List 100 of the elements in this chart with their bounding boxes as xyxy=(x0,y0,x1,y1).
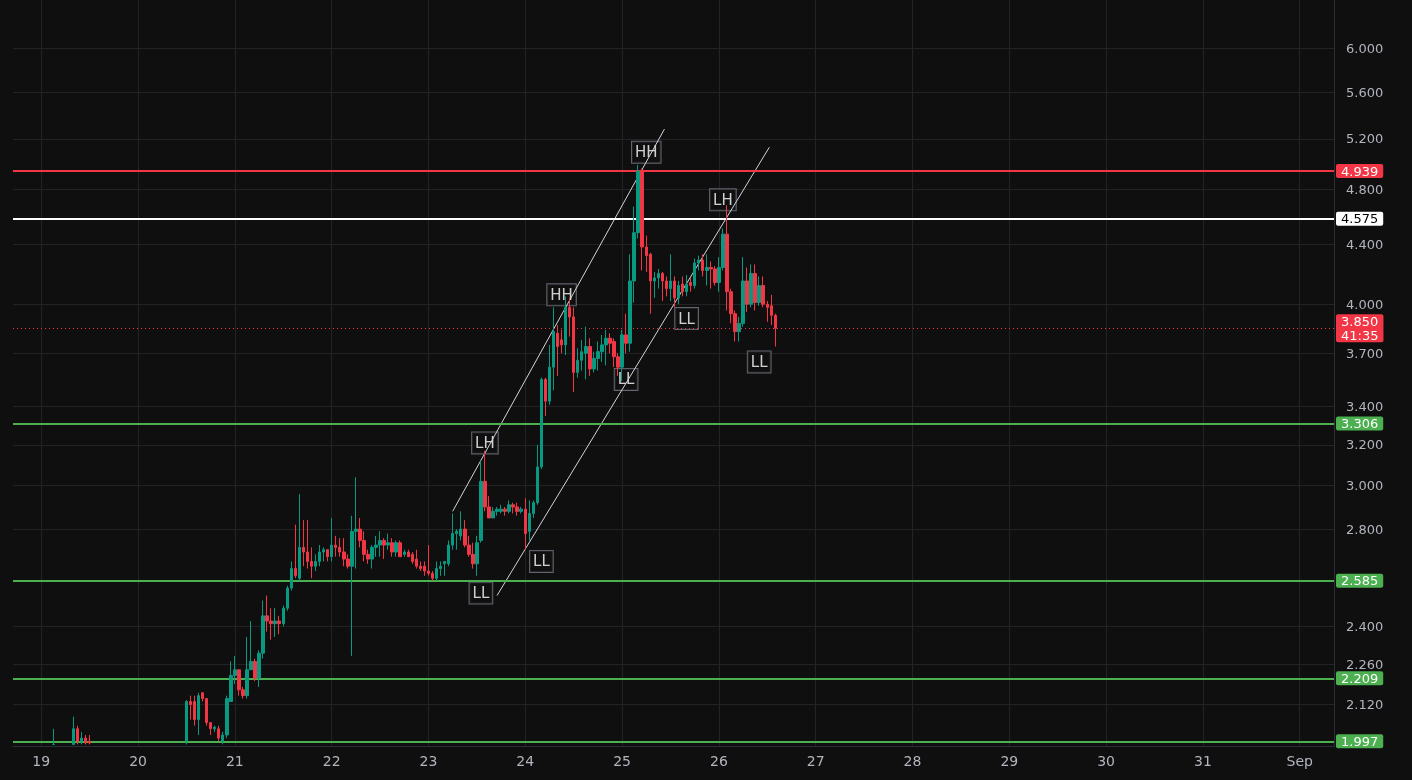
candlestick xyxy=(556,324,559,377)
candlestick xyxy=(439,560,442,577)
x-tick-label: 29 xyxy=(1000,753,1019,769)
annotation: LH xyxy=(713,190,733,209)
annotation: LL xyxy=(472,584,490,603)
candlestick xyxy=(661,271,664,302)
candlestick xyxy=(302,519,305,567)
y-tick-label: 4.800 xyxy=(1346,181,1384,197)
candlestick xyxy=(326,549,329,562)
candlestick xyxy=(382,537,386,560)
x-tick-label: 26 xyxy=(709,753,728,769)
y-tick-label: 2.400 xyxy=(1346,618,1384,634)
candlestick xyxy=(217,725,220,742)
y-tick-label: 2.800 xyxy=(1346,521,1384,537)
candlestick xyxy=(677,280,680,305)
annotation: LL xyxy=(750,352,769,371)
candlestick xyxy=(277,615,281,635)
candlestick xyxy=(528,499,531,541)
candlestick xyxy=(584,326,588,380)
candlestick xyxy=(519,506,523,515)
candlestick xyxy=(685,274,688,297)
x-tick-label: 27 xyxy=(806,753,825,769)
candlestick xyxy=(294,524,297,579)
candlestick xyxy=(753,263,757,312)
ref-line-label: 2.585 xyxy=(1341,573,1379,589)
candlestick xyxy=(298,493,301,582)
y-tick-label: 2.260 xyxy=(1346,656,1384,672)
x-tick-label: 23 xyxy=(419,753,438,769)
candlestick xyxy=(435,560,438,582)
candlestick xyxy=(745,266,749,313)
candlestick xyxy=(701,253,704,277)
candlestick xyxy=(653,271,656,299)
candlestick xyxy=(588,337,592,377)
candlestick xyxy=(398,539,402,558)
x-tick-label: 24 xyxy=(516,753,535,769)
candlestick xyxy=(713,265,717,287)
candlestick xyxy=(499,504,503,515)
candlestick xyxy=(681,275,684,297)
candlestick xyxy=(185,699,188,745)
candlestick xyxy=(334,535,337,558)
y-tick-label: 3.200 xyxy=(1346,437,1384,453)
ref-line-label: 3.306 xyxy=(1341,416,1379,432)
ref-line-label: 4.575 xyxy=(1341,211,1379,227)
candlestick xyxy=(515,502,519,517)
x-tick-label: 31 xyxy=(1193,753,1212,769)
candlestick xyxy=(318,544,321,567)
y-tick-label: 4.400 xyxy=(1346,236,1384,252)
ref-line-label: 1.997 xyxy=(1341,733,1379,749)
candlestick xyxy=(673,275,676,308)
candlestick xyxy=(689,277,692,293)
candlestick xyxy=(330,517,333,562)
x-tick-label: 30 xyxy=(1097,753,1116,769)
candlestick xyxy=(386,533,390,551)
ref-line-label: 4.939 xyxy=(1341,163,1379,179)
candlestick xyxy=(427,544,430,577)
candlestick xyxy=(495,506,499,517)
candlestick xyxy=(411,551,414,565)
y-tick-label: 5.600 xyxy=(1346,84,1384,100)
candlestick xyxy=(253,658,257,682)
x-tick-label: 20 xyxy=(129,753,147,769)
candlestick xyxy=(394,539,398,558)
y-tick-label: 6.000 xyxy=(1346,41,1384,57)
candlestick xyxy=(507,499,511,515)
candlestick xyxy=(193,695,196,727)
candlestick xyxy=(415,549,418,570)
candlestick xyxy=(757,275,761,307)
candlestick xyxy=(273,607,277,638)
ref-line-label: 3.850 41:35 xyxy=(1341,313,1379,343)
annotation: LL xyxy=(678,309,696,328)
candlestick xyxy=(665,275,668,297)
candlestick xyxy=(705,253,709,287)
candlestick xyxy=(709,261,713,290)
candlestick xyxy=(237,669,241,697)
ref-line-label: 2.209 xyxy=(1341,670,1379,686)
y-tick-label: 3.400 xyxy=(1346,399,1384,415)
y-tick-label: 3.700 xyxy=(1346,345,1384,361)
candlestick xyxy=(693,258,696,290)
candlestick xyxy=(491,506,495,519)
x-tick-label: Sep xyxy=(1286,753,1314,769)
x-tick-label: 28 xyxy=(903,753,922,769)
candlestick xyxy=(544,377,547,417)
x-tick-label: 25 xyxy=(613,753,631,769)
y-tick-label: 2.120 xyxy=(1346,697,1384,713)
annotation: LL xyxy=(533,552,551,571)
candlestick xyxy=(378,530,382,558)
y-tick-label: 5.200 xyxy=(1346,131,1384,147)
candlestick xyxy=(749,263,753,308)
candlestick xyxy=(403,549,406,558)
candlestick xyxy=(604,329,608,366)
candlestick xyxy=(669,253,672,302)
x-tick-label: 22 xyxy=(322,753,341,769)
annotation: HH xyxy=(550,285,573,304)
candlestick xyxy=(524,497,527,551)
y-tick-label: 4.000 xyxy=(1346,296,1384,312)
x-tick-label: 21 xyxy=(225,753,244,769)
candlestick xyxy=(342,537,346,567)
x-tick-label: 19 xyxy=(32,753,51,769)
y-tick-label: 3.000 xyxy=(1346,478,1384,494)
candlestick xyxy=(213,725,216,733)
candlestick xyxy=(624,313,628,354)
